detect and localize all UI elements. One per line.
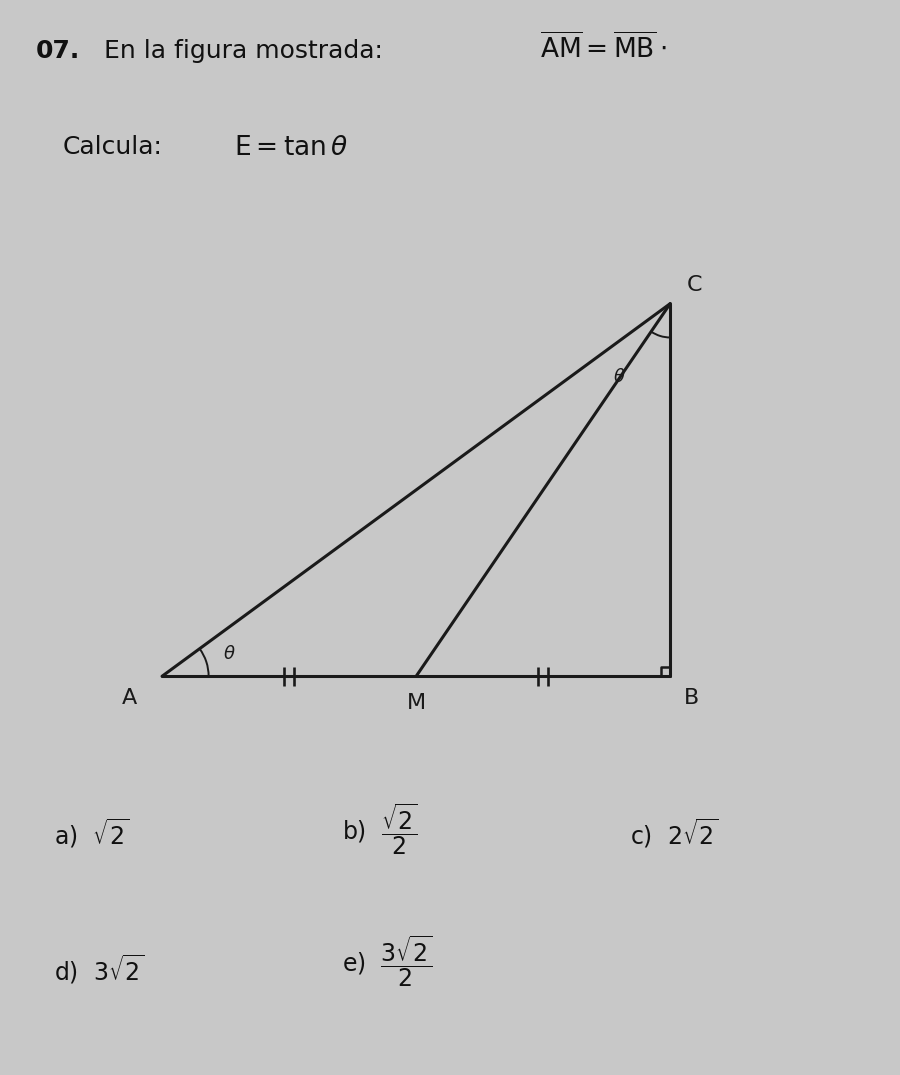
Text: a)  $\sqrt{2}$: a) $\sqrt{2}$ [54, 817, 130, 850]
Text: b)  $\dfrac{\sqrt{2}}{2}$: b) $\dfrac{\sqrt{2}}{2}$ [342, 801, 418, 857]
Text: B: B [684, 688, 699, 708]
Text: C: C [688, 275, 703, 296]
Text: A: A [122, 688, 137, 708]
Text: c)  $2\sqrt{2}$: c) $2\sqrt{2}$ [630, 817, 719, 850]
Text: $\mathrm{E}=\tan\theta$: $\mathrm{E}=\tan\theta$ [234, 135, 348, 161]
Text: M: M [407, 693, 426, 713]
Text: $\theta$: $\theta$ [223, 645, 236, 662]
Text: d)  $3\sqrt{2}$: d) $3\sqrt{2}$ [54, 952, 145, 986]
Text: 07.: 07. [36, 39, 80, 62]
Text: Calcula:: Calcula: [63, 135, 163, 159]
Text: En la figura mostrada:: En la figura mostrada: [104, 39, 382, 62]
Text: $\overline{\mathrm{AM}}=\overline{\mathrm{MB}}\cdot$: $\overline{\mathrm{AM}}=\overline{\mathr… [540, 33, 667, 63]
Text: $\theta$: $\theta$ [613, 368, 626, 386]
Text: e)  $\dfrac{3\sqrt{2}}{2}$: e) $\dfrac{3\sqrt{2}}{2}$ [342, 933, 433, 989]
